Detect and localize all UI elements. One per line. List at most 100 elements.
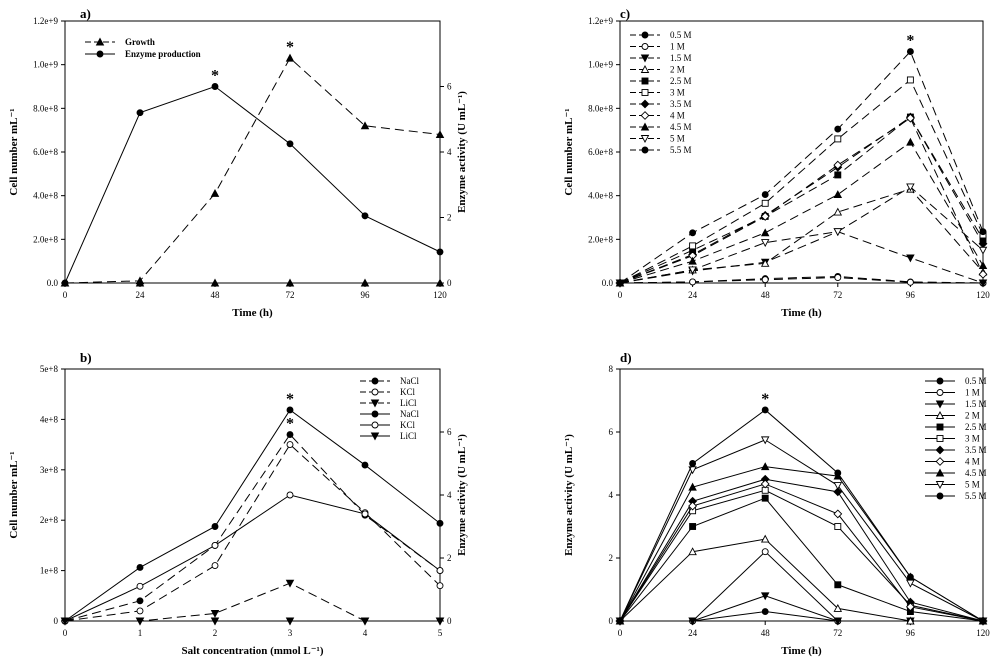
data-point [833, 617, 843, 626]
data-point [905, 602, 915, 612]
series-line [619, 188, 984, 284]
data-point [688, 266, 697, 275]
y-tick-label: 6.0e+8 [33, 147, 58, 157]
y2-tick-label: 6 [447, 427, 452, 437]
series-4 [615, 184, 988, 287]
data-point [834, 469, 842, 477]
plot-frame [64, 20, 441, 284]
data-point [906, 278, 914, 286]
y-tick-label: 1.2e+9 [588, 16, 613, 26]
data-point [286, 491, 294, 499]
y-tick-label: 1e+8 [40, 566, 59, 576]
data-point [979, 617, 987, 625]
data-point [435, 617, 445, 626]
legend-label: 5 M [670, 134, 685, 144]
data-point [760, 479, 770, 489]
data-point [833, 228, 843, 237]
legend-label: Enzyme production [125, 49, 201, 59]
legend-marker [95, 37, 105, 46]
series-5 [61, 491, 444, 625]
series-11 [616, 48, 987, 287]
data-point [436, 519, 444, 527]
series-line [619, 439, 984, 622]
legend-marker [640, 65, 650, 73]
data-point [833, 207, 843, 216]
legend-label: Growth [125, 37, 155, 47]
series-line [64, 85, 441, 284]
x-tick-label: 48 [211, 290, 221, 300]
data-point [136, 582, 144, 590]
series-2 [616, 274, 987, 287]
series-8 [615, 113, 988, 288]
panel-label: d) [620, 350, 632, 365]
x-axis-label: Time (h) [781, 645, 822, 657]
x-tick-label: 3 [288, 628, 293, 638]
data-point [906, 573, 914, 581]
y2-tick-label: 4 [447, 147, 452, 157]
x-tick-label: 72 [833, 628, 842, 638]
series-3 [615, 592, 988, 626]
data-point [761, 199, 769, 207]
series-line [620, 595, 983, 622]
series-1 [616, 273, 987, 287]
legend-label: 4 M [965, 457, 980, 467]
series-7 [615, 474, 988, 626]
x-axis-label: Time (h) [232, 307, 273, 319]
data-point [906, 137, 915, 146]
legend-marker [371, 377, 379, 385]
legend-marker [935, 445, 945, 455]
series-11 [616, 406, 987, 625]
data-point [760, 228, 770, 237]
x-tick-label: 120 [976, 628, 990, 638]
data-point [833, 190, 843, 199]
data-point [436, 567, 444, 575]
data-point [616, 617, 624, 625]
data-point [211, 523, 219, 530]
series-8 [615, 479, 988, 626]
legend-label: KCl [400, 387, 416, 397]
legend-marker [935, 411, 945, 419]
data-point [435, 278, 445, 287]
x-axis-label: Time (h) [781, 307, 822, 319]
legend-marker [96, 50, 104, 58]
legend-label: 5.5 M [670, 145, 692, 155]
x-tick-label: 72 [286, 290, 295, 300]
significance-star: * [211, 68, 219, 85]
significance-star: * [286, 416, 294, 433]
y-tick-label: 1.2e+9 [33, 16, 58, 26]
legend-marker [641, 31, 649, 39]
data-point [979, 228, 987, 236]
data-point [136, 607, 144, 615]
series-line [619, 141, 984, 284]
legend-marker [936, 377, 944, 385]
y-tick-label: 3e+8 [40, 465, 59, 475]
series-1 [61, 431, 444, 625]
y2-axis-label: Enzyme activity (U mL⁻¹) [456, 91, 468, 213]
series-3 [60, 278, 445, 287]
data-point [135, 278, 145, 287]
y-tick-label: 4 [609, 490, 614, 500]
legend-marker [936, 389, 944, 396]
series-line [619, 497, 984, 622]
data-point [761, 406, 769, 414]
legend-label: 4.5 M [670, 122, 692, 132]
series-line [619, 50, 984, 284]
x-tick-label: 2 [213, 628, 218, 638]
data-point [136, 564, 144, 571]
data-point [285, 53, 295, 62]
y2-tick-label: 0 [447, 278, 452, 288]
series-line [619, 231, 984, 284]
data-point [761, 276, 769, 284]
data-point [689, 278, 697, 286]
series-line [64, 443, 441, 622]
y2-tick-label: 2 [447, 213, 452, 223]
series-line [619, 466, 984, 622]
data-point [689, 242, 697, 250]
series-line [619, 538, 983, 622]
chart-panel-1: 0 24 48 72 96 1200.02.0e+84.0e+86.0e+88.0e+81… [8, 6, 468, 319]
y-tick-label: 4.0e+8 [33, 191, 58, 201]
x-tick-label: 96 [906, 290, 916, 300]
legend-marker [935, 481, 945, 489]
data-point [834, 523, 842, 530]
